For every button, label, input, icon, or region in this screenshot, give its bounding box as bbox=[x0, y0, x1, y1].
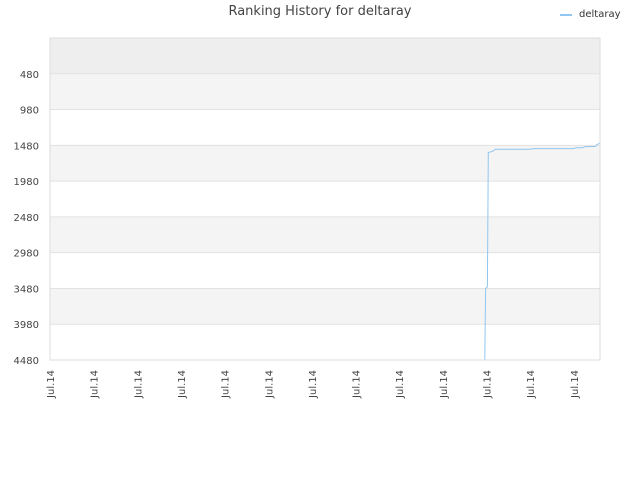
y-tick-label: 3480 bbox=[14, 284, 39, 295]
x-tick-label: Jul.14 bbox=[395, 370, 406, 399]
grid-band bbox=[50, 73, 600, 110]
y-tick-label: 980 bbox=[20, 106, 39, 117]
grid-band bbox=[50, 145, 600, 182]
legend[interactable]: deltaray bbox=[560, 9, 620, 20]
chart-title: Ranking History for deltaray bbox=[228, 4, 412, 19]
y-axis-ticks: 480 980 1480 1980 2480 2980 3480 3980 4480 bbox=[14, 70, 39, 367]
grid-band bbox=[50, 109, 600, 146]
y-tick-label: 3980 bbox=[14, 320, 39, 331]
grid-band bbox=[50, 216, 600, 253]
grid-band bbox=[50, 252, 600, 289]
grid-band bbox=[50, 324, 600, 360]
series-line-deltaray bbox=[67, 142, 601, 361]
grid-bands bbox=[50, 38, 600, 360]
x-tick-label: Jul.14 bbox=[308, 370, 319, 399]
x-tick-label: Jul.14 bbox=[221, 370, 232, 399]
y-tick-label: 480 bbox=[20, 70, 39, 81]
x-tick-label: Jul.14 bbox=[177, 370, 188, 399]
x-tick-label: Jul.14 bbox=[483, 370, 494, 399]
x-tick-label: Jul.14 bbox=[526, 370, 537, 399]
x-tick-label: Jul.14 bbox=[90, 370, 101, 399]
legend-label: deltaray bbox=[579, 9, 621, 20]
x-tick-label: Jul.14 bbox=[264, 370, 275, 399]
x-tick-label: Jul.14 bbox=[570, 370, 581, 399]
plot-border bbox=[49, 37, 601, 361]
y-tick-label: 1980 bbox=[14, 177, 39, 188]
y-tick-label: 2480 bbox=[14, 213, 39, 224]
x-tick-label: Jul.14 bbox=[46, 370, 57, 399]
x-tick-label: Jul.14 bbox=[439, 370, 450, 399]
y-tick-label: 1480 bbox=[14, 141, 39, 152]
y-tick-label: 2980 bbox=[14, 249, 39, 260]
legend-swatch bbox=[560, 13, 572, 16]
grid-band bbox=[50, 181, 600, 217]
x-axis-ticks: Jul.14 Jul.14 Jul.14 Jul.14 Jul.14 Jul.14 Jul.… bbox=[46, 370, 581, 399]
grid-band bbox=[50, 288, 600, 325]
grid-band bbox=[50, 38, 600, 74]
x-tick-label: Jul.14 bbox=[352, 370, 363, 399]
x-tick-label: Jul.14 bbox=[133, 370, 144, 399]
y-tick-label: 4480 bbox=[14, 356, 39, 367]
